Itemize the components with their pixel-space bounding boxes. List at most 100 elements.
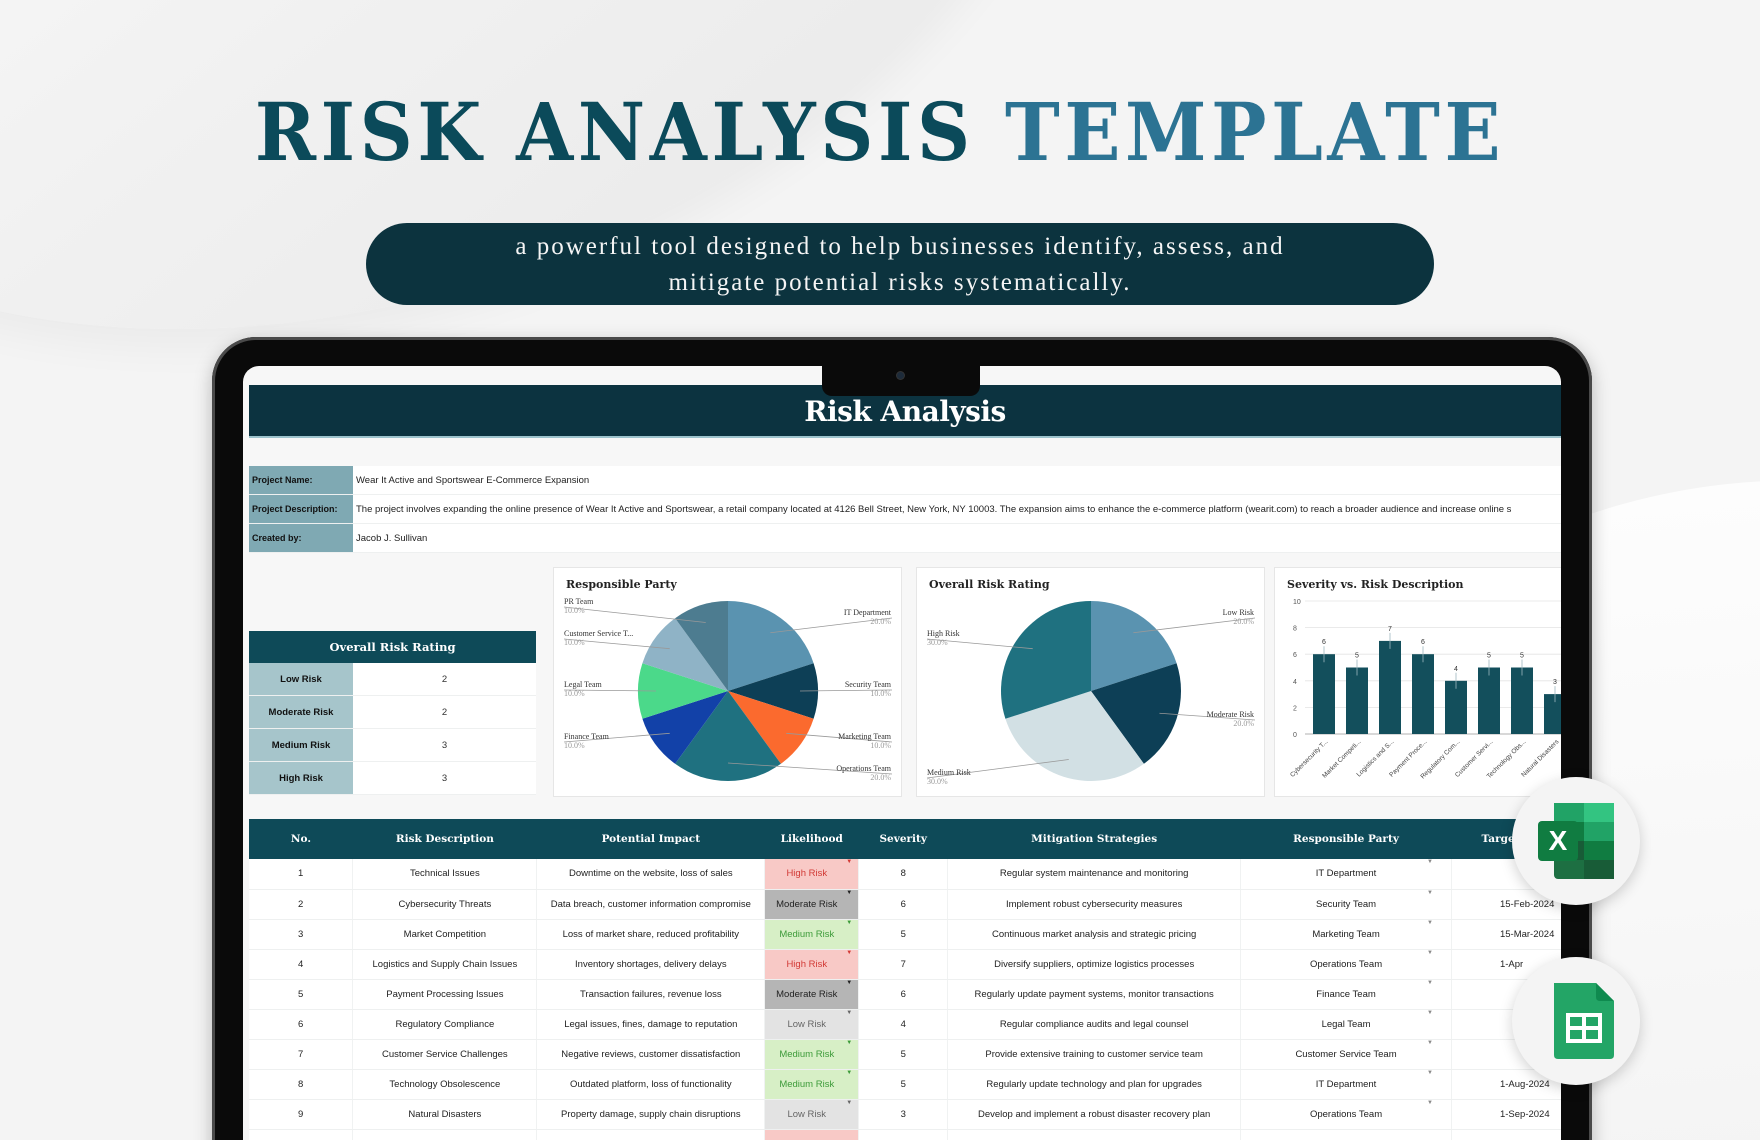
cell-mitigation[interactable]: Implement robust cybersecurity measures [947,889,1242,920]
dropdown-arrow-icon[interactable]: ▼ [846,949,853,956]
cell-risk-description[interactable]: Natural Disasters [352,1099,538,1130]
cell-potential-impact[interactable]: Negative reviews, customer dissatisfacti… [536,1039,766,1070]
cell-likelihood[interactable]: Medium Risk ▼ [764,1069,860,1100]
cell-no[interactable] [249,1129,354,1140]
dropdown-arrow-icon[interactable]: ▼ [1427,889,1433,896]
col-header-responsible-party[interactable]: Responsible Party [1240,819,1452,859]
dropdown-arrow-icon[interactable]: ▼ [1427,1039,1433,1046]
cell-mitigation[interactable]: Develop and implement a robust disaster … [947,1099,1242,1130]
cell-responsible-party[interactable] [1240,1129,1452,1140]
bar[interactable] [1445,680,1467,734]
cell-responsible-party[interactable]: Security Team ▼ [1240,889,1452,920]
bar[interactable] [1511,667,1533,735]
pie-slice[interactable] [1005,691,1144,781]
cell-target-date[interactable]: 15-Mar-2024 [1451,919,1561,950]
cell-likelihood[interactable]: High Risk [764,1129,860,1140]
cell-severity[interactable]: 4 [858,1009,949,1040]
cell-no[interactable]: 8 [249,1069,354,1100]
dropdown-arrow-icon[interactable]: ▼ [1427,1009,1433,1016]
dropdown-arrow-icon[interactable]: ▼ [1427,919,1433,926]
cell-severity[interactable]: 6 [858,979,949,1010]
responsible-party-chart[interactable]: Responsible Party IT Department 20.0% Secu… [553,567,902,797]
dropdown-arrow-icon[interactable]: ▼ [1427,979,1433,986]
cell-severity[interactable]: 5 [858,1039,949,1070]
cell-responsible-party[interactable]: Marketing Team ▼ [1240,919,1452,950]
bar[interactable] [1412,654,1434,734]
bar[interactable] [1346,667,1368,735]
bar[interactable] [1478,667,1500,735]
pie-slice[interactable] [1091,663,1181,764]
cell-severity[interactable]: 8 [858,859,949,890]
pie-slice[interactable] [728,663,818,719]
cell-potential-impact[interactable]: Legal issues, fines, damage to reputatio… [536,1009,766,1040]
cell-severity[interactable]: 3 [858,1099,949,1130]
cell-target-date[interactable]: 1-Apr [1451,949,1561,980]
cell-likelihood[interactable]: High Risk ▼ [764,859,860,890]
cell-severity[interactable]: 5 [858,1069,949,1100]
cell-likelihood[interactable]: Moderate Risk ▼ [764,889,860,920]
cell-responsible-party[interactable]: IT Department ▼ [1240,859,1452,890]
pie-slice[interactable] [728,691,814,764]
risk-rating-count[interactable]: 3 [441,740,448,751]
cell-potential-impact[interactable]: Data breach, customer information compro… [536,889,766,920]
risk-rating-count[interactable]: 3 [441,773,448,784]
cell-likelihood[interactable]: Medium Risk ▼ [764,1039,860,1070]
created-by-value[interactable]: Jacob J. Sullivan [356,533,428,544]
cell-mitigation[interactable]: Regular system maintenance and monitorin… [947,859,1242,890]
col-header-likelihood[interactable]: Likelihood [764,819,859,859]
cell-target-date[interactable] [1451,1129,1561,1140]
cell-likelihood[interactable]: Medium Risk ▼ [764,919,860,950]
dropdown-arrow-icon[interactable]: ▼ [846,1009,853,1016]
cell-severity[interactable] [858,1129,949,1140]
pie-slice[interactable] [642,618,728,691]
cell-risk-description[interactable]: Cybersecurity Threats [352,889,538,920]
cell-no[interactable]: 2 [249,889,354,920]
cell-potential-impact[interactable]: Loss of market share, reduced profitabil… [536,919,766,950]
pie-slice[interactable] [1091,601,1177,691]
cell-responsible-party[interactable]: Finance Team ▼ [1240,979,1452,1010]
cell-no[interactable]: 1 [249,859,354,890]
cell-mitigation[interactable]: Regularly update technology and plan for… [947,1069,1242,1100]
cell-mitigation[interactable] [947,1129,1242,1140]
cell-responsible-party[interactable]: Legal Team ▼ [1240,1009,1452,1040]
project-name-value[interactable]: Wear It Active and Sportswear E-Commerce… [356,475,590,486]
dropdown-arrow-icon[interactable]: ▼ [1427,859,1433,865]
cell-risk-description[interactable]: Technology Obsolescence [352,1069,538,1100]
bar[interactable] [1379,640,1401,734]
dropdown-arrow-icon[interactable]: ▼ [846,889,853,896]
dropdown-arrow-icon[interactable]: ▼ [846,979,853,986]
dropdown-arrow-icon[interactable]: ▼ [846,919,853,926]
cell-severity[interactable]: 5 [858,919,949,950]
cell-potential-impact[interactable]: Property damage, supply chain disruption… [536,1099,766,1130]
cell-no[interactable]: 3 [249,919,354,950]
cell-mitigation[interactable]: Diversify suppliers, optimize logistics … [947,949,1242,980]
dropdown-arrow-icon[interactable]: ▼ [846,1039,853,1046]
cell-risk-description[interactable]: Payment Processing Issues [352,979,538,1010]
cell-mitigation[interactable]: Continuous market analysis and strategic… [947,919,1242,950]
cell-potential-impact[interactable]: Outdated platform, loss of functionality [536,1069,766,1100]
bar[interactable] [1313,654,1335,734]
cell-no[interactable]: 9 [249,1099,354,1130]
dropdown-arrow-icon[interactable]: ▼ [846,1069,853,1076]
cell-target-date[interactable]: 1-Sep-2024 [1451,1099,1561,1130]
severity-bar-chart[interactable]: Severity vs. Risk Description 0 2 4 6 8 10 6 Cy… [1274,567,1561,797]
cell-potential-impact[interactable]: Inventory shortages, delivery delays [536,949,766,980]
risk-rating-count[interactable]: 2 [441,707,448,718]
cell-mitigation[interactable]: Regularly update payment systems, monito… [947,979,1242,1010]
cell-responsible-party[interactable]: Customer Service Team ▼ [1240,1039,1452,1070]
pie-slice[interactable] [675,691,781,781]
dropdown-arrow-icon[interactable]: ▼ [1427,1069,1433,1076]
pie-slice[interactable] [642,691,728,764]
dropdown-arrow-icon[interactable]: ▼ [1427,949,1433,956]
project-description-value[interactable]: The project involves expanding the onlin… [356,504,1512,515]
cell-potential-impact[interactable] [536,1129,766,1140]
excel-badge[interactable]: X [1512,777,1640,905]
overall-risk-rating-chart[interactable]: Overall Risk Rating Low Risk 20.0% Moderat… [916,567,1265,797]
cell-likelihood[interactable]: Low Risk ▼ [764,1009,860,1040]
cell-severity[interactable]: 7 [858,949,949,980]
dropdown-arrow-icon[interactable]: ▼ [846,1099,853,1106]
cell-likelihood[interactable]: Low Risk ▼ [764,1099,860,1130]
col-header-severity[interactable]: Severity [858,819,948,859]
cell-no[interactable]: 5 [249,979,354,1010]
cell-likelihood[interactable]: High Risk ▼ [764,949,860,980]
